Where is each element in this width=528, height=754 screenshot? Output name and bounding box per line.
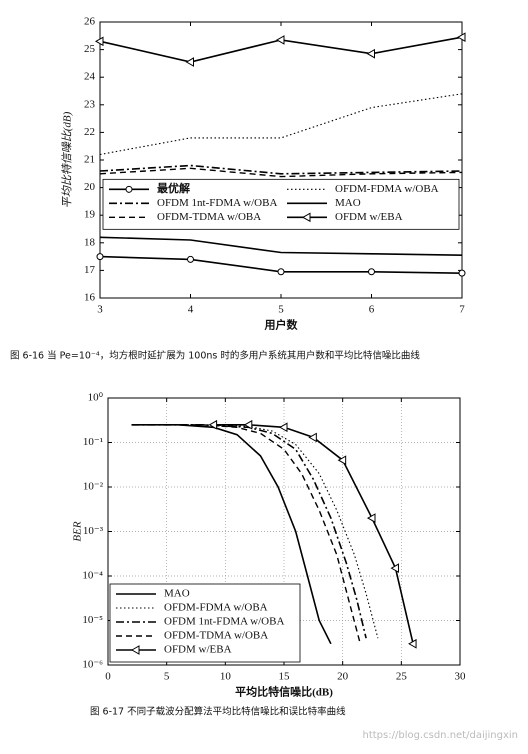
y-tick-label: 26 [84, 16, 96, 28]
y-tick-label: 10⁻⁶ [82, 659, 103, 671]
y-tick-label: 18 [84, 236, 96, 248]
series-line [131, 424, 332, 645]
marker [243, 419, 253, 430]
series-line [213, 424, 414, 644]
marker [408, 638, 417, 649]
x-tick-label: 4 [188, 304, 194, 316]
marker [366, 48, 375, 59]
legend-box [102, 178, 460, 230]
marker [366, 513, 376, 523]
marker [275, 35, 285, 45]
legend-label: OFDM 1nt-FDMA w/OBA [157, 197, 277, 209]
legend-label: MAO [335, 197, 361, 209]
x-tick-label: 20 [337, 671, 349, 683]
series-line [99, 236, 463, 256]
legend-label: OFDM-FDMA w/OBA [335, 183, 439, 195]
marker [456, 32, 466, 43]
x-tick-label: 0 [105, 671, 111, 683]
y-tick-label: 10⁻³ [83, 525, 104, 537]
x-tick-label: 7 [459, 304, 465, 316]
plot-frame [107, 397, 461, 666]
y-axis-label: 平均比特信噪比(dB) [61, 111, 74, 208]
legend-label: OFDM-TDMA w/OBA [164, 630, 268, 642]
marker [96, 253, 104, 261]
x-tick-label: 6 [369, 304, 375, 316]
legend-label: OFDM w/EBA [164, 644, 232, 656]
x-tick-label: 25 [396, 671, 408, 683]
marker [185, 57, 194, 67]
marker [337, 455, 347, 466]
y-tick-label: 22 [84, 126, 95, 138]
y-tick-label: 21 [84, 154, 95, 166]
y-tick-label: 24 [84, 71, 96, 83]
marker [390, 563, 399, 574]
y-tick-label: 19 [84, 209, 96, 221]
series-line [99, 167, 463, 178]
y-tick-label: 10⁻¹ [83, 436, 103, 448]
legend-label: OFDM-TDMA w/OBA [157, 211, 261, 223]
y-axis-label: BER [72, 521, 84, 541]
y-tick-label: 23 [84, 98, 96, 110]
marker [187, 255, 194, 263]
series-line [131, 424, 361, 644]
x-tick-label: 10 [220, 671, 232, 683]
y-tick-label: 20 [84, 181, 96, 193]
marker [94, 36, 104, 47]
marker [458, 269, 466, 277]
watermark: https://blog.csdn.net/daijingxin [363, 730, 519, 741]
y-tick-label: 17 [84, 264, 96, 276]
y-tick-label: 16 [84, 292, 96, 304]
x-tick-label: 30 [455, 671, 467, 683]
legend-label: OFDM-FDMA w/OBA [164, 602, 268, 614]
caption: 图 6-16 当 Pe=10⁻⁴，均方根时延扩展为 100ns 时的多用户系统其… [10, 350, 420, 362]
legend-label: MAO [164, 588, 190, 600]
x-axis-label: 用户数 [265, 318, 299, 332]
legend-label: OFDM w/EBA [335, 211, 403, 223]
marker [277, 268, 285, 276]
x-tick-label: 5 [278, 304, 284, 316]
y-tick-label: 25 [84, 43, 96, 55]
series-line [131, 424, 367, 639]
marker [308, 432, 317, 443]
legend-marker [301, 212, 311, 223]
marker [278, 422, 288, 433]
y-tick-label: 10⁰ [88, 392, 104, 404]
y-tick-label: 10⁻⁵ [82, 614, 103, 626]
plot-frame [99, 21, 463, 299]
legend-label: OFDM 1nt-FDMA w/OBA [164, 616, 284, 628]
y-tick-label: 10⁻² [83, 481, 104, 493]
x-tick-label: 15 [279, 671, 291, 683]
marker [368, 268, 375, 276]
caption: 图 6-17 不同子载波分配算法平均比特信噪比和误比特率曲线 [90, 706, 346, 718]
series-line [99, 164, 463, 175]
legend-box [109, 583, 301, 663]
legend-marker [125, 185, 133, 193]
series-line [99, 93, 463, 156]
y-tick-label: 10⁻⁴ [82, 570, 103, 582]
legend-label: 最优解 [157, 181, 190, 195]
marker [208, 419, 218, 430]
legend-marker [130, 645, 140, 655]
x-tick-label: 3 [97, 304, 103, 316]
x-axis-label: 平均比特信噪比(dB) [235, 685, 333, 699]
x-tick-label: 5 [164, 671, 170, 683]
